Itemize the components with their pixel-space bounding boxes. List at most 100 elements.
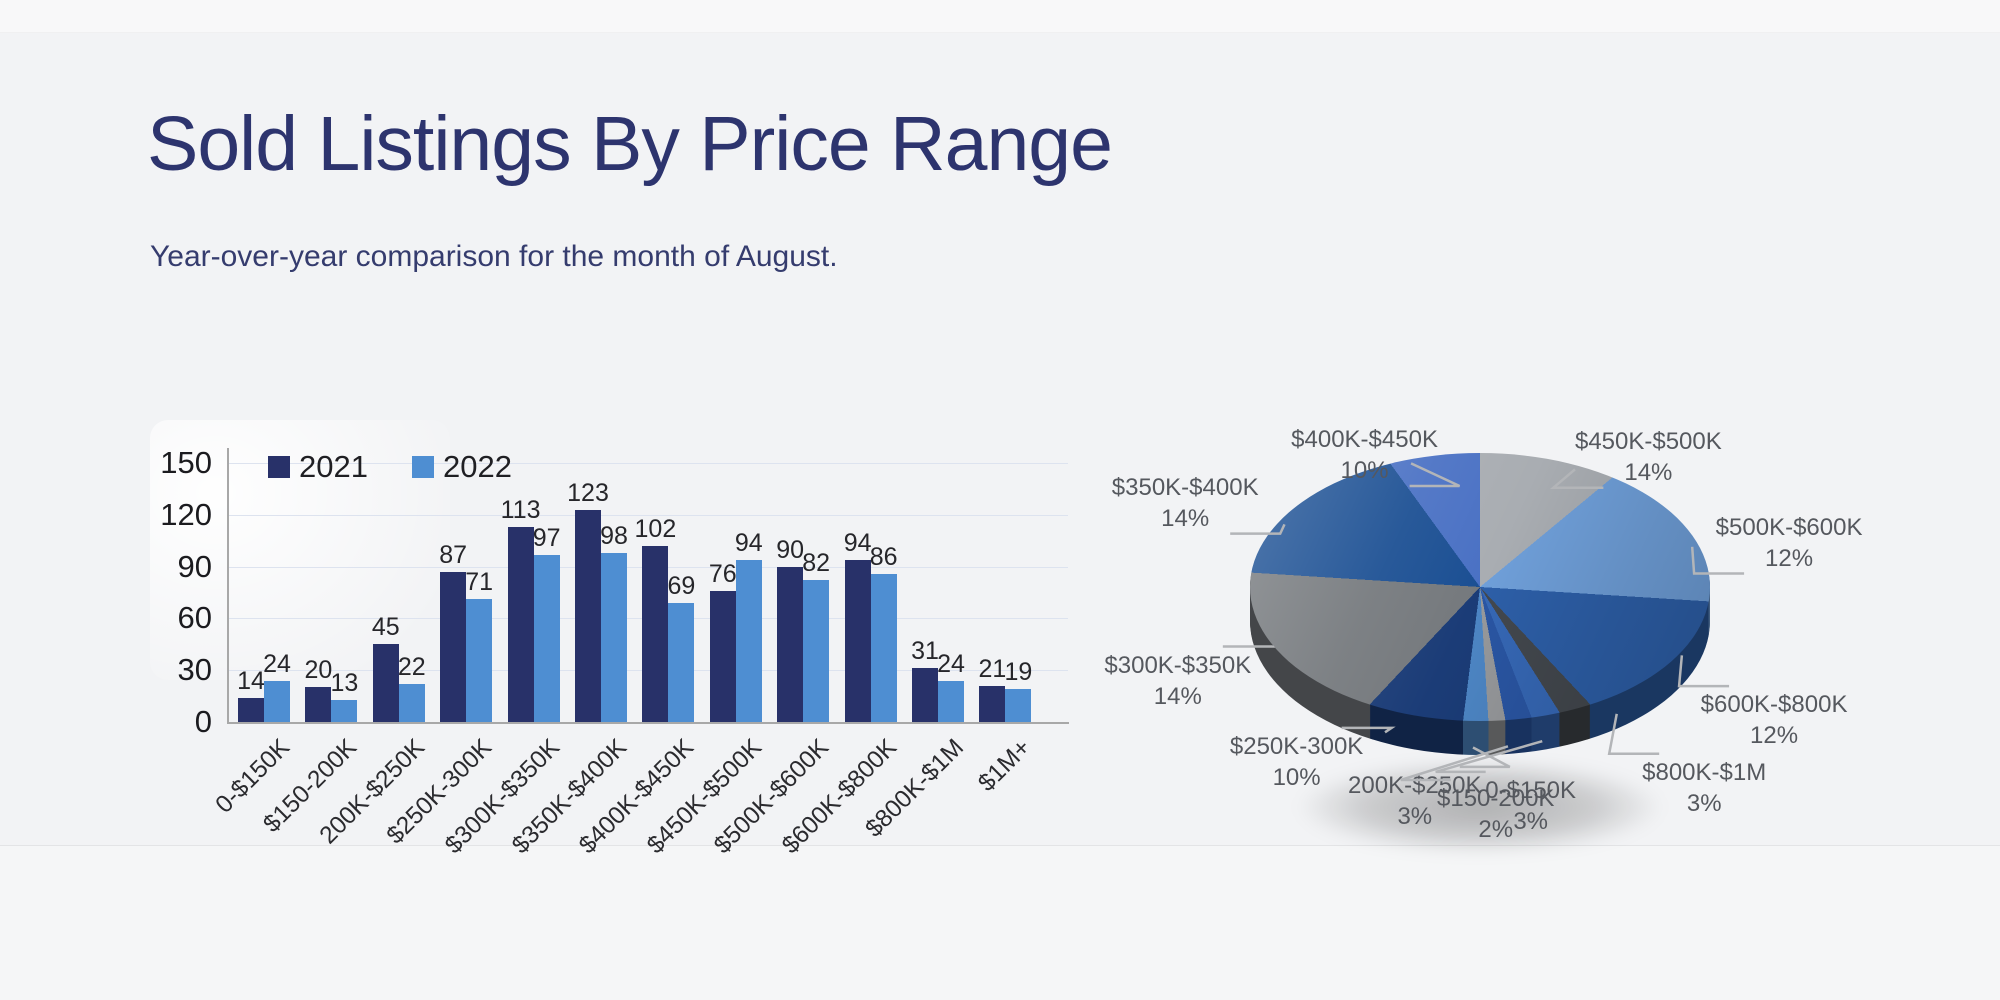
bar-value-label: 113 bbox=[500, 495, 541, 524]
pie-slice-label-name: $350K-$400K bbox=[1111, 473, 1259, 501]
x-axis-line bbox=[227, 722, 1069, 724]
bar-2022-$300K-$350K bbox=[533, 554, 560, 722]
legend-item-2021: 2021 bbox=[268, 449, 368, 485]
bar-value-label: 14 bbox=[237, 666, 265, 695]
page-subtitle: Year-over-year comparison for the month … bbox=[150, 240, 838, 273]
pie-slice-label-pct: 12% bbox=[1750, 722, 1799, 750]
bar-2021-0-$150K bbox=[238, 697, 264, 722]
bar-2021-$600K-$800K bbox=[844, 559, 871, 722]
bar-2022-$250K-300K bbox=[466, 599, 493, 722]
pie-slice-label-name: $250K-300K bbox=[1229, 732, 1364, 760]
pie-slice-label: $400K-$450K 10% bbox=[1265, 424, 1465, 486]
bar-value-label: 13 bbox=[330, 668, 359, 697]
bar-2021-$400K-$450K bbox=[642, 545, 669, 722]
bar-value-label: 71 bbox=[465, 568, 494, 597]
y-axis-label: 90 bbox=[177, 548, 212, 584]
bar-value-label: 22 bbox=[397, 653, 426, 681]
bar-2021-$1M+ bbox=[979, 685, 1006, 722]
bar-2022-$350K-$400K bbox=[601, 552, 627, 722]
pie-slice-label-pct: 14% bbox=[1161, 504, 1210, 532]
legend-label: 2021 bbox=[299, 449, 368, 484]
bar-value-label: 31 bbox=[911, 637, 939, 666]
bar-value-label: 94 bbox=[734, 528, 763, 557]
bar-value-label: 19 bbox=[1004, 658, 1033, 687]
pie-slice-label-pct: 14% bbox=[1153, 682, 1202, 710]
bar-value-label: 21 bbox=[978, 654, 1007, 683]
pie-slice-label-pct: 14% bbox=[1624, 458, 1673, 486]
y-axis-label: 120 bbox=[160, 496, 212, 532]
pie-sheen-overlay bbox=[1250, 453, 1710, 721]
pie-slice-label-pct: 3% bbox=[1686, 789, 1722, 817]
bar-2022-0-$150K bbox=[264, 680, 290, 722]
bar-2022-$400K-$450K bbox=[668, 602, 695, 722]
pie-slice-label: $800K-$1M 3% bbox=[1604, 757, 1804, 819]
bar-value-label: 82 bbox=[802, 549, 831, 578]
pie-slice-label-name: $150-200K bbox=[1437, 784, 1555, 812]
pie-slice-label: $250K-300K 10% bbox=[1197, 731, 1397, 793]
pie-slice-label: $600K-$800K 12% bbox=[1674, 689, 1874, 751]
y-axis-label: 150 bbox=[160, 445, 212, 480]
bar-2021-$300K-$350K bbox=[507, 526, 534, 722]
bar-2022-200K-$250K bbox=[398, 684, 425, 722]
bar-2021-$500K-$600K bbox=[777, 566, 804, 722]
bar-2022-$1M+ bbox=[1005, 689, 1032, 722]
bar-value-label: 87 bbox=[439, 540, 468, 569]
pie-slice-label: $150-200K 2% bbox=[1396, 783, 1596, 845]
bar-value-label: 69 bbox=[667, 571, 696, 600]
pie-slice-label-name: $300K-$350K bbox=[1104, 651, 1252, 679]
bar-value-label: 24 bbox=[263, 649, 291, 678]
bar-value-label: 20 bbox=[304, 656, 333, 685]
pie-slice-label-pct: 2% bbox=[1478, 815, 1514, 843]
pie-slice-label-name: $450K-$500K bbox=[1574, 427, 1722, 455]
pie-slice-label-pct: 3% bbox=[1513, 807, 1549, 835]
pie-slice-label-name: $600K-$800K bbox=[1700, 691, 1848, 719]
legend-label: 2022 bbox=[442, 449, 512, 484]
pie-slice-label: $450K-$500K 14% bbox=[1548, 426, 1748, 488]
legend-item-2022: 2022 bbox=[411, 449, 512, 485]
y-axis-label: 30 bbox=[177, 652, 212, 688]
pie-slice-label: 0-$150K 3% bbox=[1431, 775, 1631, 837]
bar-2022-$800K-$1M bbox=[938, 680, 964, 722]
pie-slice-label-pct: 10% bbox=[1340, 457, 1389, 485]
bar-value-label: 86 bbox=[869, 542, 898, 571]
pie-slice-label-name: $500K-$600K bbox=[1715, 513, 1863, 541]
top-band bbox=[0, 0, 2000, 33]
page-title: Sold Listings By Price Range bbox=[147, 101, 1113, 187]
bar-2022-$450K-$500K bbox=[735, 559, 762, 722]
bar-2022-$150-200K bbox=[331, 699, 358, 722]
y-axis-line bbox=[227, 448, 229, 724]
pie-slice-label: $500K-$600K 12% bbox=[1689, 512, 1889, 574]
bar-value-label: 76 bbox=[708, 559, 737, 588]
gridline bbox=[228, 463, 1068, 464]
bar-2021-$250K-300K bbox=[440, 571, 467, 722]
bar-2022-$500K-$600K bbox=[803, 580, 830, 722]
bar-2021-200K-$250K bbox=[372, 644, 399, 722]
pie-slice-label: $350K-$400K 14% bbox=[1085, 472, 1285, 534]
pie-slice-label-pct: 3% bbox=[1397, 802, 1433, 830]
pie-slice-label-name: 0-$150K bbox=[1485, 776, 1577, 804]
y-axis-label: 60 bbox=[177, 600, 212, 636]
legend-swatch-2021 bbox=[268, 456, 290, 478]
gridline bbox=[228, 514, 1068, 516]
bar-value-label: 24 bbox=[937, 649, 965, 678]
pie-slice-label: $300K-$350K 14% bbox=[1078, 650, 1278, 712]
bar-2021-$150-200K bbox=[305, 687, 332, 722]
legend-swatch-2022 bbox=[411, 456, 434, 478]
bar-value-label: 98 bbox=[600, 521, 628, 550]
pie-slice-label-name: $800K-$1M bbox=[1642, 758, 1767, 786]
bar-value-label: 45 bbox=[371, 613, 400, 642]
pie-slice-label-pct: 10% bbox=[1272, 763, 1321, 791]
bar-2021-$800K-$1M bbox=[912, 668, 938, 722]
bar-value-label: 94 bbox=[843, 528, 872, 557]
pie-slice-label-pct: 12% bbox=[1765, 544, 1814, 572]
bar-2022-$600K-$800K bbox=[870, 573, 897, 722]
bar-value-label: 90 bbox=[776, 535, 805, 564]
y-axis-label: 0 bbox=[194, 704, 212, 739]
bar-value-label: 123 bbox=[567, 478, 609, 507]
chart-legend: 2021 2022 bbox=[268, 449, 512, 485]
bottom-band bbox=[0, 845, 2000, 1000]
pie-slice-label-name: $400K-$450K bbox=[1291, 426, 1438, 454]
bar-value-label: 97 bbox=[532, 523, 561, 552]
bar-2021-$350K-$400K bbox=[575, 509, 601, 722]
